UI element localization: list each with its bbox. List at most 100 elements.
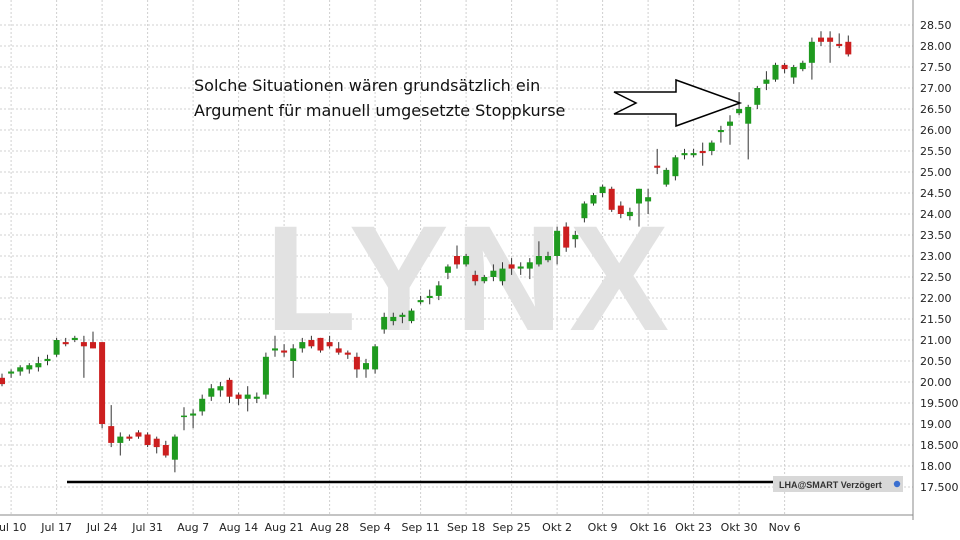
- candle-body: [645, 197, 652, 202]
- candle-body: [181, 415, 187, 418]
- candle-body: [636, 188, 642, 204]
- candle-body: [790, 67, 797, 78]
- candle-body: [799, 62, 806, 70]
- candle-body: [654, 165, 661, 168]
- candle: [35, 356, 42, 372]
- candle: [408, 308, 415, 324]
- candle-body: [344, 352, 351, 355]
- candle-body: [417, 300, 424, 303]
- candle-body: [153, 438, 160, 448]
- candle-body: [326, 342, 333, 347]
- y-tick-label: 28.00: [920, 40, 952, 53]
- candle-body: [517, 266, 524, 269]
- candle: [135, 430, 142, 439]
- candle: [517, 262, 524, 275]
- candle: [363, 358, 369, 378]
- candle: [426, 289, 433, 305]
- source-label: LHA@SMART Verzögert: [779, 480, 882, 490]
- candle: [663, 167, 670, 187]
- candle-body: [290, 348, 297, 361]
- candle: [599, 184, 606, 198]
- candle: [836, 33, 843, 49]
- candle: [108, 405, 115, 448]
- candle: [226, 377, 233, 403]
- candle-body: [381, 316, 388, 330]
- candle-body: [71, 337, 78, 340]
- candle-body: [699, 151, 706, 154]
- y-tick-label: 21.00: [920, 334, 952, 347]
- candle: [326, 335, 333, 349]
- candle-body: [199, 398, 206, 412]
- candle-body: [717, 130, 724, 133]
- candle: [281, 344, 288, 357]
- info-icon: [893, 480, 901, 488]
- candle: [153, 436, 160, 454]
- candle: [235, 392, 242, 406]
- y-tick-label: 20.50: [920, 355, 952, 368]
- candle-body: [0, 377, 5, 385]
- candle-body: [727, 121, 733, 126]
- candle: [199, 394, 206, 416]
- candle-body: [572, 235, 579, 240]
- watermark-text: LYNX: [265, 194, 675, 362]
- candle: [126, 434, 133, 441]
- candle-body: [581, 203, 588, 219]
- candle: [390, 312, 397, 326]
- x-tick-label: Sep 18: [447, 521, 485, 534]
- candle: [90, 331, 96, 349]
- candle: [672, 155, 679, 181]
- candle-body: [262, 356, 269, 395]
- candle: [563, 222, 570, 252]
- x-tick-label: Okt 9: [588, 521, 618, 534]
- y-tick-label: 19.500: [920, 397, 959, 410]
- x-tick-label: Sep 11: [401, 521, 439, 534]
- candle-body: [590, 195, 597, 204]
- candle-body: [399, 314, 406, 317]
- candle-body: [599, 186, 606, 193]
- y-tick-label: 24.50: [920, 187, 952, 200]
- candle: [535, 241, 542, 267]
- candle: [790, 64, 797, 84]
- candle: [99, 342, 106, 429]
- candle-body: [171, 436, 178, 460]
- candle-body: [8, 371, 15, 374]
- candle: [17, 365, 24, 376]
- candle: [827, 31, 834, 63]
- candle-body: [545, 256, 551, 261]
- candle: [144, 432, 151, 448]
- candle: [617, 201, 624, 219]
- candle: [80, 335, 87, 378]
- x-tick-label: Okt 16: [630, 521, 667, 534]
- x-tick-label: Jul 31: [131, 521, 163, 534]
- candle-body: [463, 256, 470, 265]
- candle: [727, 115, 733, 145]
- candle: [636, 188, 642, 227]
- candle-body: [317, 337, 324, 351]
- candle: [8, 369, 15, 378]
- candle: [372, 344, 379, 374]
- candle-body: [808, 41, 815, 63]
- candle: [171, 434, 178, 473]
- candle: [344, 350, 351, 359]
- candle-body: [190, 413, 197, 416]
- y-tick-label: 26.00: [920, 124, 952, 137]
- candle-body: [818, 37, 824, 42]
- candle: [554, 226, 561, 265]
- x-tick-label: Okt 23: [675, 521, 712, 534]
- x-tick-label: Aug 21: [265, 521, 304, 534]
- x-tick-label: Okt 30: [721, 521, 758, 534]
- candle: [481, 274, 488, 284]
- candle: [53, 337, 60, 357]
- candle: [26, 363, 33, 374]
- candle-body: [99, 342, 106, 424]
- candle-body: [17, 367, 24, 372]
- y-tick-label: 18.500: [920, 439, 959, 452]
- candle: [818, 31, 824, 46]
- y-tick-label: 25.00: [920, 166, 952, 179]
- candle: [262, 352, 269, 399]
- x-tick-label: Jul 17: [40, 521, 72, 534]
- candle-body: [444, 266, 451, 273]
- candle-body: [563, 226, 570, 248]
